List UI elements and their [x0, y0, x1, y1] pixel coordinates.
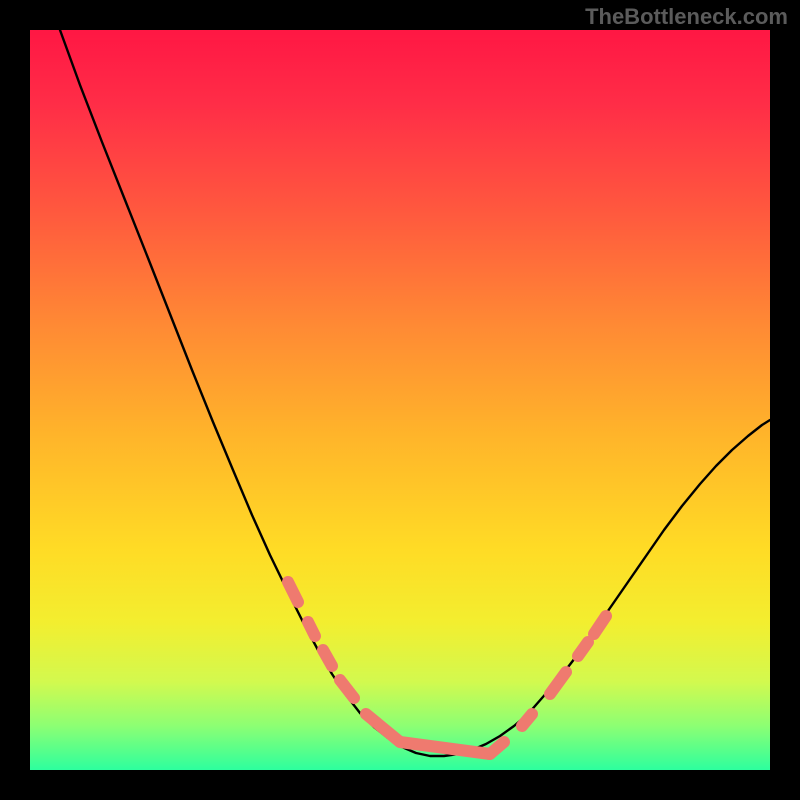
watermark-text: TheBottleneck.com: [585, 4, 788, 30]
bottleneck-chart: [0, 0, 800, 800]
chart-gradient-bg: [30, 30, 770, 770]
